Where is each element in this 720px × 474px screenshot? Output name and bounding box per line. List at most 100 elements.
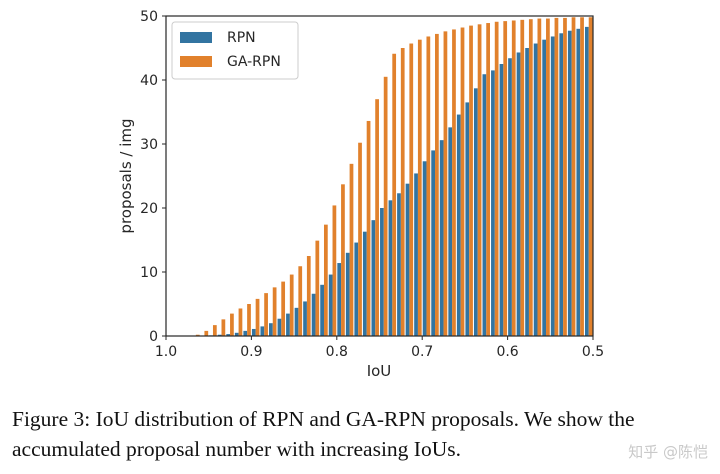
- bar-ga-rpn-6: [238, 308, 243, 336]
- bar-rpn-42: [542, 39, 547, 337]
- bar-ga-rpn-26: [409, 43, 414, 337]
- bar-rpn-34: [473, 88, 478, 336]
- bar-ga-rpn-18: [341, 184, 345, 336]
- y-tick-label: 0: [149, 329, 158, 345]
- bar-rpn-43: [550, 36, 555, 336]
- bar-ga-rpn-20: [358, 142, 362, 336]
- bar-ga-rpn-40: [528, 19, 533, 336]
- bar-ga-rpn-33: [469, 25, 473, 336]
- chart: 1.0 0.9 0.8 0.7 0.6 0.5 0 10 20 30 40 50 IoU propos…: [117, 9, 604, 380]
- bar-ga-rpn-15: [315, 240, 320, 336]
- bar-rpn-26: [405, 183, 410, 336]
- bar-ga-rpn-17: [332, 205, 337, 336]
- bar-ga-rpn-31: [452, 29, 456, 336]
- bar-ga-rpn-30: [443, 31, 448, 337]
- bar-rpn-27: [414, 173, 418, 336]
- legend-label-rpn: RPN: [227, 30, 256, 46]
- bar-ga-rpn-14: [306, 256, 311, 336]
- bar-rpn-13: [294, 307, 299, 336]
- bar-rpn-14: [303, 301, 307, 336]
- bar-rpn-20: [354, 242, 359, 336]
- tick-labels: 1.0 0.9 0.8 0.7 0.6 0.5 0 10 20 30 40 50: [140, 9, 604, 360]
- bar-rpn-25: [397, 193, 401, 336]
- bar-ga-rpn-11: [281, 281, 286, 336]
- y-tick-label: 30: [140, 137, 158, 153]
- bar-rpn-41: [533, 43, 538, 337]
- plot-frame: [165, 15, 594, 337]
- bar-rpn-45: [567, 30, 572, 336]
- bar-ga-rpn-39: [520, 19, 525, 337]
- bar-ga-rpn-5: [230, 313, 234, 336]
- bar-ga-rpn-13: [298, 266, 303, 336]
- bar-rpn-4: [217, 334, 222, 336]
- bar-ga-rpn-35: [486, 23, 490, 336]
- x-tick-label: 0.8: [326, 344, 348, 360]
- bar-rpn-12: [286, 313, 290, 336]
- bar-rpn-29: [431, 150, 436, 336]
- y-tick-label: 40: [140, 73, 158, 89]
- bar-rpn-31: [448, 127, 453, 336]
- bar-ga-rpn-46: [580, 17, 584, 337]
- legend: RPN GA-RPN: [171, 21, 299, 80]
- bar-ga-rpn-36: [494, 21, 499, 336]
- bar-rpn-28: [422, 161, 427, 336]
- bar-ga-rpn-44: [563, 17, 567, 336]
- bar-rpn-19: [345, 252, 350, 336]
- bar-ga-rpn-42: [546, 18, 550, 337]
- bar-ga-rpn-4: [221, 319, 226, 336]
- bar-rpn-33: [465, 102, 470, 337]
- bar-rpn-23: [380, 208, 384, 336]
- bar-ga-rpn-16: [323, 224, 328, 336]
- bar-ga-rpn-41: [537, 18, 542, 337]
- bar-rpn-10: [269, 323, 273, 336]
- legend-swatch-ga-rpn: [180, 56, 212, 67]
- bar-ga-rpn-38: [511, 20, 516, 336]
- bar-rpn-9: [260, 326, 265, 336]
- bar-rpn-36: [491, 70, 495, 337]
- bar-rpn-7: [243, 330, 248, 336]
- bar-ga-rpn-29: [435, 33, 439, 337]
- watermark: 知乎 @陈恺: [628, 443, 708, 461]
- bar-ga-rpn-1: [195, 334, 200, 336]
- bar-ga-rpn-32: [460, 27, 465, 337]
- x-axis-label: IoU: [367, 362, 392, 380]
- x-tick-label: 0.5: [582, 344, 604, 360]
- y-tick-label: 50: [140, 9, 158, 25]
- bar-ga-rpn-3: [212, 325, 217, 336]
- bar-ga-rpn-19: [349, 163, 354, 336]
- bar-rpn-32: [456, 114, 461, 336]
- bar-rpn-38: [508, 58, 512, 337]
- bar-rpn-30: [439, 140, 444, 336]
- bar-ga-rpn-2: [204, 330, 209, 336]
- bar-ga-rpn-9: [264, 293, 268, 336]
- bar-rpn-35: [482, 74, 487, 337]
- bar-rpn-8: [251, 328, 256, 336]
- y-axis-label: proposals / img: [117, 118, 135, 233]
- bar-ga-rpn-10: [272, 287, 277, 336]
- bar-ga-rpn-43: [554, 17, 559, 336]
- bar-rpn-46: [576, 28, 581, 337]
- bar-ga-rpn-37: [503, 21, 508, 337]
- x-tick-label: 0.9: [240, 344, 262, 360]
- bar-rpn-5: [226, 334, 231, 336]
- bar-rpn-40: [525, 48, 529, 336]
- x-tick-label: 0.6: [496, 344, 518, 360]
- bar-ga-rpn-12: [289, 274, 294, 336]
- bar-rpn-47: [584, 26, 589, 336]
- bars: [195, 17, 593, 337]
- bar-rpn-44: [559, 33, 564, 336]
- bar-ga-rpn-24: [392, 53, 397, 336]
- bar-ga-rpn-22: [375, 99, 379, 336]
- bar-ga-rpn-25: [400, 48, 405, 336]
- bar-rpn-37: [499, 64, 504, 336]
- bar-rpn-16: [320, 284, 324, 336]
- legend-swatch-rpn: [180, 32, 212, 43]
- bar-ga-rpn-34: [477, 24, 482, 336]
- y-tick-label: 10: [140, 265, 158, 281]
- bar-rpn-17: [328, 274, 333, 336]
- bar-rpn-39: [516, 52, 521, 336]
- legend-label-ga-rpn: GA-RPN: [227, 54, 281, 70]
- bar-ga-rpn-23: [383, 76, 388, 337]
- x-tick-label: 1.0: [155, 344, 177, 360]
- bar-rpn-11: [277, 318, 282, 336]
